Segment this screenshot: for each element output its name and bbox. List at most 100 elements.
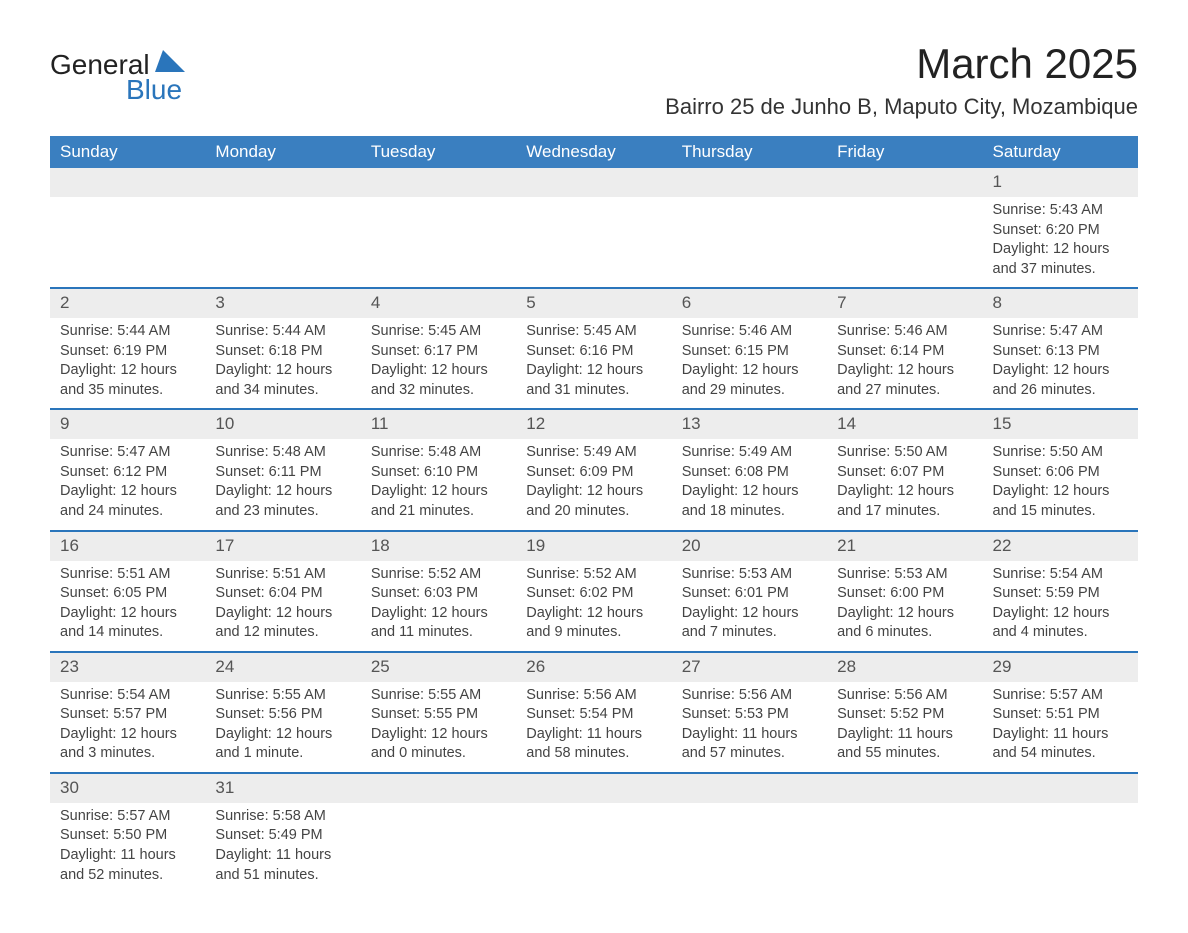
day-number-cell: 25 [361, 652, 516, 682]
sunrise-line: Sunrise: 5:51 AM [60, 565, 195, 585]
day-detail-cell: Sunrise: 5:47 AMSunset: 6:12 PMDaylight:… [50, 439, 205, 530]
day-number-cell: 16 [50, 531, 205, 561]
day-number-cell [672, 168, 827, 197]
sunrise-line: Sunrise: 5:56 AM [837, 686, 972, 706]
sunset-line: Sunset: 6:12 PM [60, 463, 195, 483]
sunset-line: Sunset: 5:49 PM [215, 826, 350, 846]
daylight-line-1: Daylight: 12 hours [215, 604, 350, 624]
day-number-cell [50, 168, 205, 197]
daylight-line-2: and 15 minutes. [993, 502, 1128, 522]
day-number-cell: 18 [361, 531, 516, 561]
daylight-line-2: and 18 minutes. [682, 502, 817, 522]
sunrise-line: Sunrise: 5:56 AM [682, 686, 817, 706]
sunset-line: Sunset: 6:18 PM [215, 342, 350, 362]
day-number-cell: 23 [50, 652, 205, 682]
day-number-cell: 8 [983, 288, 1138, 318]
daylight-line-1: Daylight: 11 hours [526, 725, 661, 745]
page-title: March 2025 [665, 40, 1138, 88]
day-detail-cell: Sunrise: 5:55 AMSunset: 5:55 PMDaylight:… [361, 682, 516, 773]
sunrise-line: Sunrise: 5:49 AM [526, 443, 661, 463]
day-detail-cell: Sunrise: 5:51 AMSunset: 6:04 PMDaylight:… [205, 561, 360, 652]
sunrise-line: Sunrise: 5:56 AM [526, 686, 661, 706]
day-number-cell [516, 168, 671, 197]
sunset-line: Sunset: 5:56 PM [215, 705, 350, 725]
daylight-line-1: Daylight: 12 hours [60, 361, 195, 381]
daylight-line-2: and 52 minutes. [60, 866, 195, 886]
day-detail-cell [672, 803, 827, 893]
day-number-cell: 6 [672, 288, 827, 318]
title-block: March 2025 Bairro 25 de Junho B, Maputo … [665, 40, 1138, 126]
day-number-row: 23242526272829 [50, 652, 1138, 682]
day-number-cell [672, 773, 827, 803]
sunset-line: Sunset: 6:08 PM [682, 463, 817, 483]
weekday-header: Thursday [672, 136, 827, 168]
day-number-cell: 15 [983, 409, 1138, 439]
day-detail-cell [361, 803, 516, 893]
daylight-line-2: and 54 minutes. [993, 744, 1128, 764]
day-detail-cell: Sunrise: 5:45 AMSunset: 6:16 PMDaylight:… [516, 318, 671, 409]
daylight-line-2: and 34 minutes. [215, 381, 350, 401]
day-detail-row: Sunrise: 5:54 AMSunset: 5:57 PMDaylight:… [50, 682, 1138, 773]
sunrise-line: Sunrise: 5:57 AM [993, 686, 1128, 706]
day-number-cell: 19 [516, 531, 671, 561]
weekday-header: Tuesday [361, 136, 516, 168]
sunrise-line: Sunrise: 5:46 AM [837, 322, 972, 342]
daylight-line-2: and 7 minutes. [682, 623, 817, 643]
day-number-row: 3031 [50, 773, 1138, 803]
sunset-line: Sunset: 5:53 PM [682, 705, 817, 725]
day-number-cell [361, 773, 516, 803]
daylight-line-2: and 23 minutes. [215, 502, 350, 522]
day-number-cell: 13 [672, 409, 827, 439]
daylight-line-1: Daylight: 12 hours [682, 361, 817, 381]
day-detail-cell [205, 197, 360, 288]
daylight-line-1: Daylight: 12 hours [215, 725, 350, 745]
daylight-line-2: and 32 minutes. [371, 381, 506, 401]
daylight-line-2: and 14 minutes. [60, 623, 195, 643]
daylight-line-1: Daylight: 12 hours [526, 361, 661, 381]
sunrise-line: Sunrise: 5:53 AM [837, 565, 972, 585]
sunrise-line: Sunrise: 5:50 AM [993, 443, 1128, 463]
daylight-line-2: and 55 minutes. [837, 744, 972, 764]
day-number-cell: 26 [516, 652, 671, 682]
daylight-line-1: Daylight: 12 hours [993, 482, 1128, 502]
day-number-cell: 31 [205, 773, 360, 803]
daylight-line-2: and 24 minutes. [60, 502, 195, 522]
day-detail-cell: Sunrise: 5:48 AMSunset: 6:11 PMDaylight:… [205, 439, 360, 530]
day-detail-cell: Sunrise: 5:54 AMSunset: 5:57 PMDaylight:… [50, 682, 205, 773]
sunrise-line: Sunrise: 5:49 AM [682, 443, 817, 463]
weekday-header: Wednesday [516, 136, 671, 168]
sunset-line: Sunset: 6:00 PM [837, 584, 972, 604]
day-detail-cell [983, 803, 1138, 893]
day-number-cell: 20 [672, 531, 827, 561]
daylight-line-2: and 20 minutes. [526, 502, 661, 522]
daylight-line-1: Daylight: 12 hours [837, 361, 972, 381]
sunrise-line: Sunrise: 5:48 AM [215, 443, 350, 463]
day-number-row: 1 [50, 168, 1138, 197]
sunset-line: Sunset: 6:07 PM [837, 463, 972, 483]
sunrise-line: Sunrise: 5:54 AM [60, 686, 195, 706]
location-line: Bairro 25 de Junho B, Maputo City, Mozam… [665, 94, 1138, 120]
day-detail-cell: Sunrise: 5:50 AMSunset: 6:07 PMDaylight:… [827, 439, 982, 530]
daylight-line-1: Daylight: 12 hours [60, 482, 195, 502]
day-number-cell: 3 [205, 288, 360, 318]
daylight-line-1: Daylight: 11 hours [837, 725, 972, 745]
day-number-cell [827, 773, 982, 803]
sunset-line: Sunset: 6:02 PM [526, 584, 661, 604]
day-number-cell: 10 [205, 409, 360, 439]
sunset-line: Sunset: 6:01 PM [682, 584, 817, 604]
day-detail-cell: Sunrise: 5:49 AMSunset: 6:09 PMDaylight:… [516, 439, 671, 530]
day-number-row: 16171819202122 [50, 531, 1138, 561]
sunset-line: Sunset: 6:15 PM [682, 342, 817, 362]
daylight-line-2: and 3 minutes. [60, 744, 195, 764]
day-detail-cell [50, 197, 205, 288]
day-detail-cell: Sunrise: 5:56 AMSunset: 5:52 PMDaylight:… [827, 682, 982, 773]
weekday-header: Friday [827, 136, 982, 168]
daylight-line-2: and 6 minutes. [837, 623, 972, 643]
day-number-cell: 12 [516, 409, 671, 439]
daylight-line-1: Daylight: 12 hours [371, 604, 506, 624]
sunset-line: Sunset: 6:19 PM [60, 342, 195, 362]
day-number-cell: 17 [205, 531, 360, 561]
day-detail-row: Sunrise: 5:43 AMSunset: 6:20 PMDaylight:… [50, 197, 1138, 288]
weekday-header-row: SundayMondayTuesdayWednesdayThursdayFrid… [50, 136, 1138, 168]
daylight-line-2: and 58 minutes. [526, 744, 661, 764]
